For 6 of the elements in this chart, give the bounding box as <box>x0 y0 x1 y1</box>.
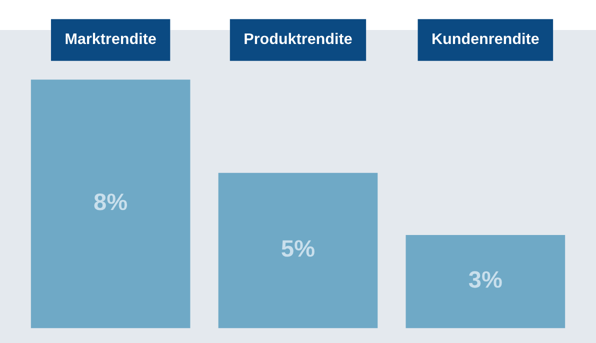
x-tick-label: Marktrendite <box>66 32 156 44</box>
data-label: 8% <box>94 194 128 210</box>
data-label: 3% <box>468 271 502 288</box>
data-label: 5% <box>282 240 314 257</box>
x-tick-label: Kundenrendite <box>432 32 539 44</box>
x-tick-label: Produktrendite <box>244 32 352 44</box>
